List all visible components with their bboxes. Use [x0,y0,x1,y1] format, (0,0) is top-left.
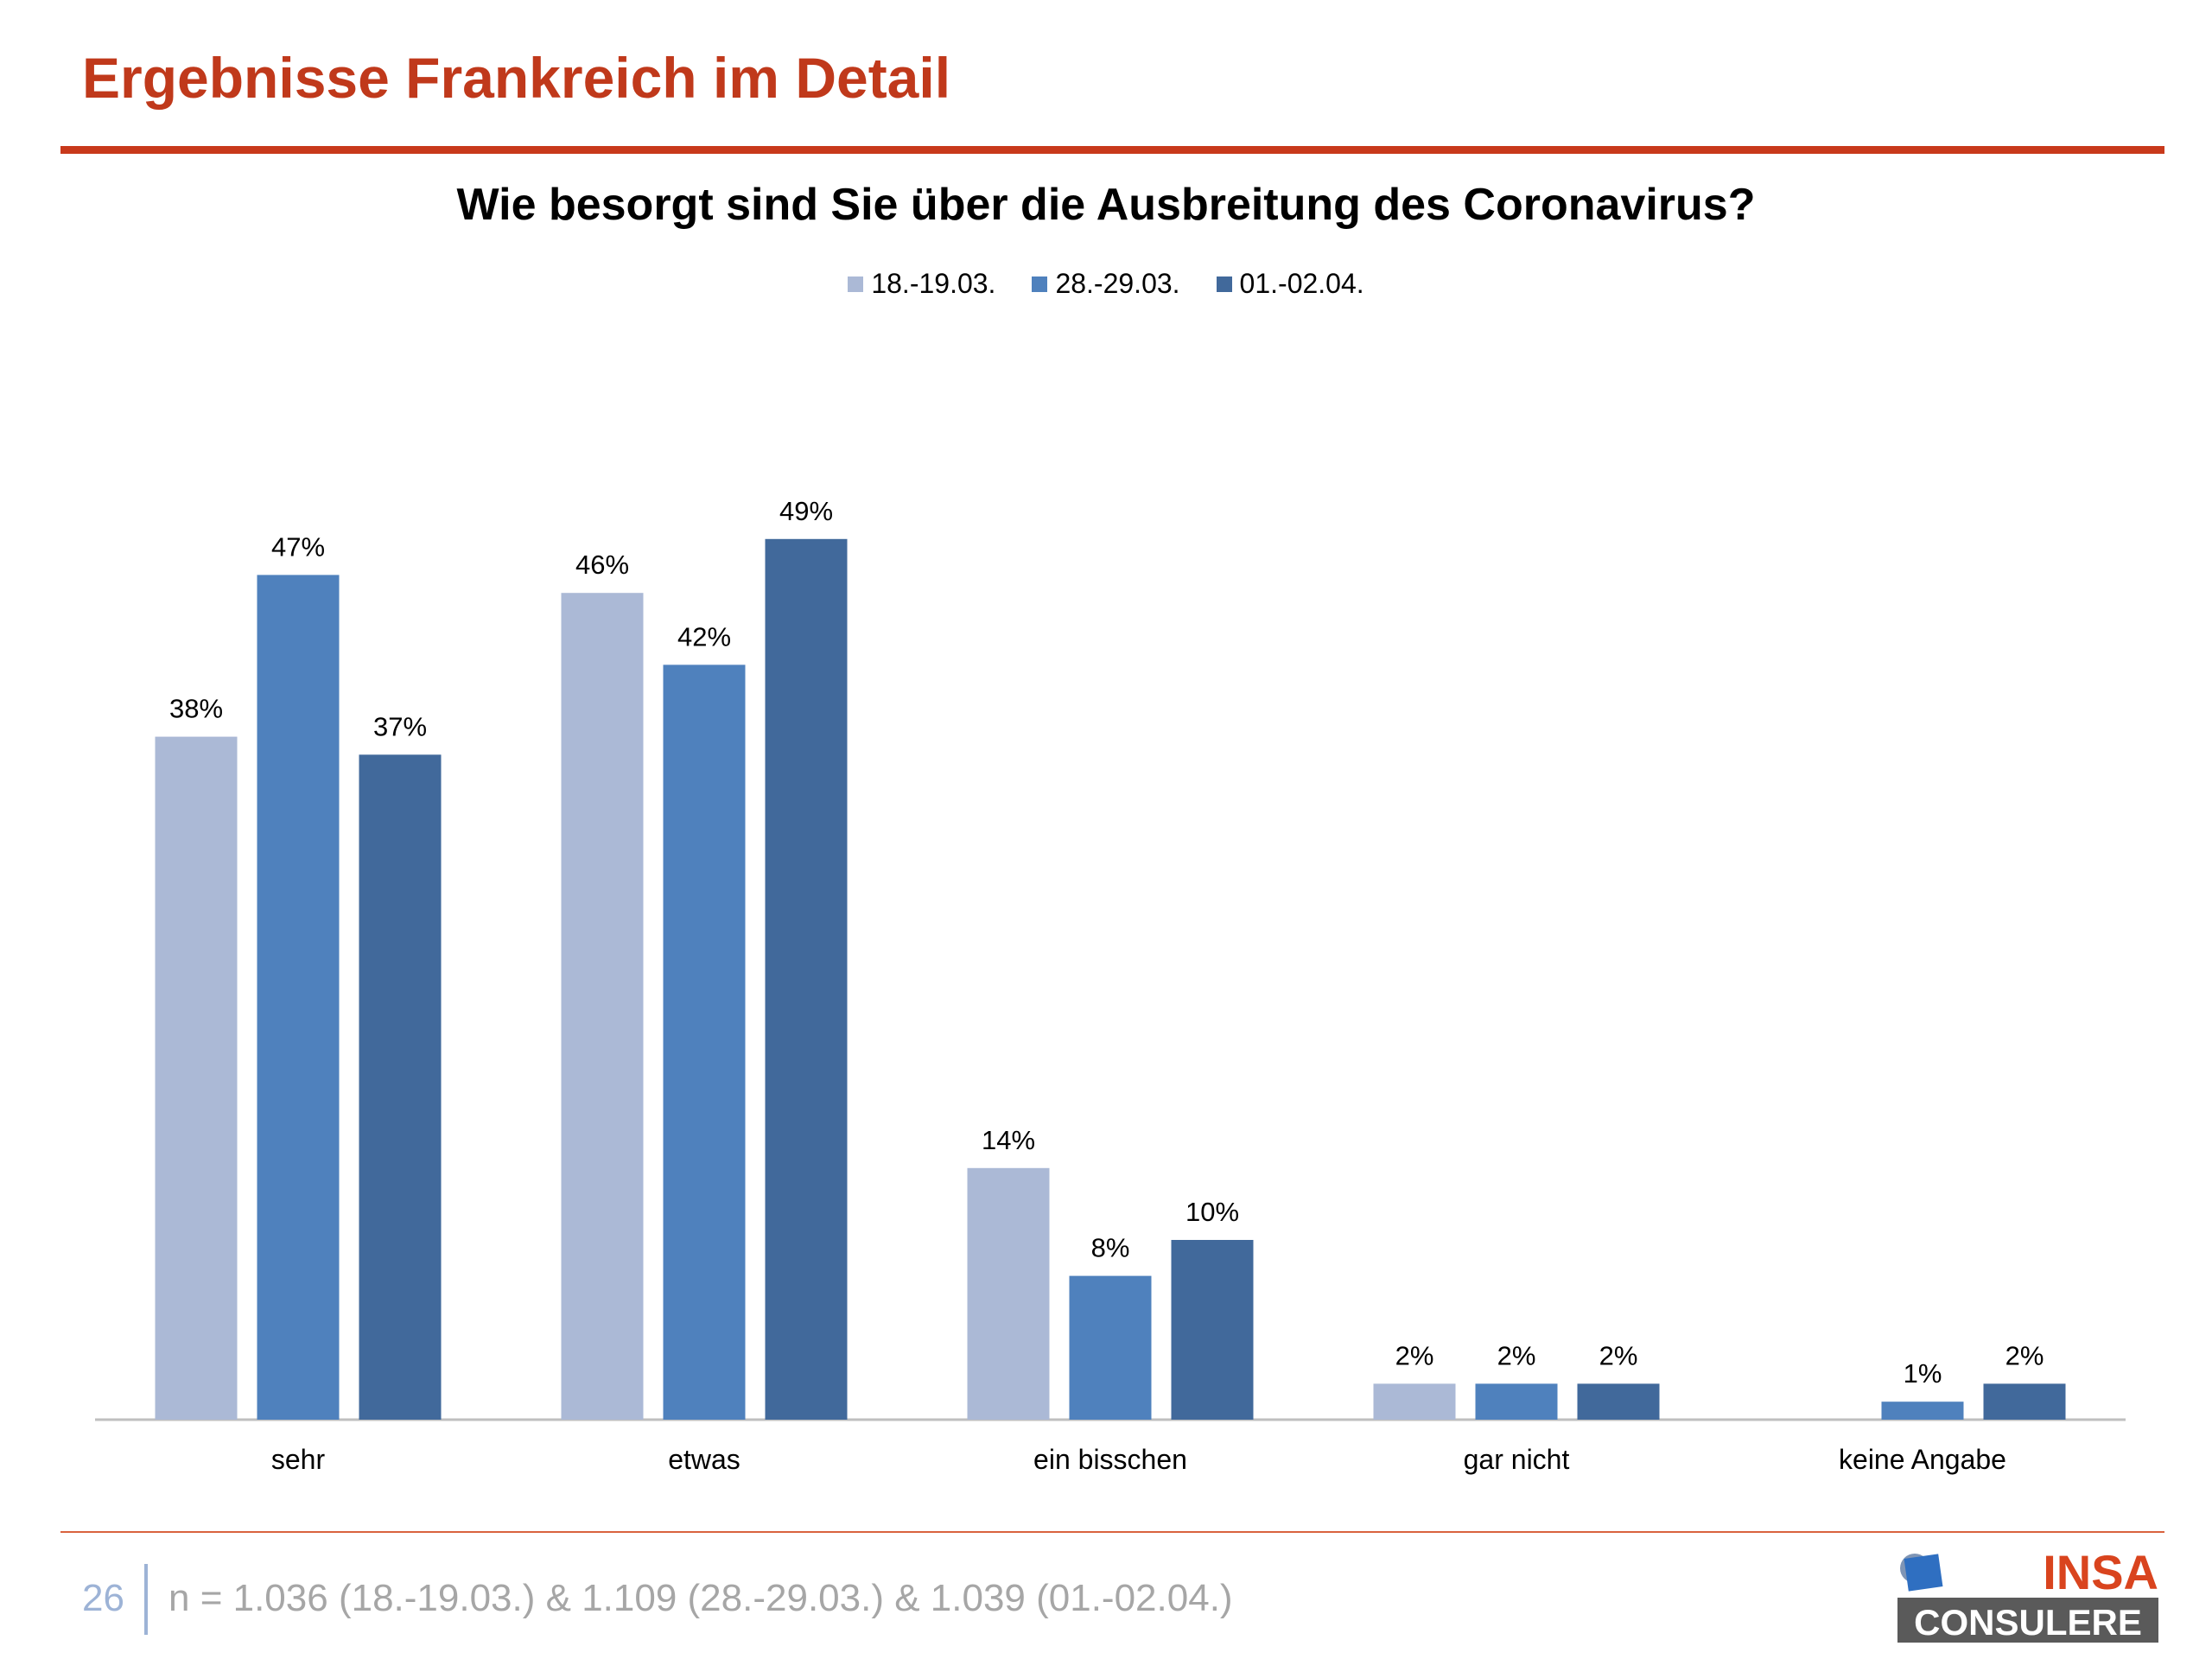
page-title: Ergebnisse Frankreich im Detail [82,46,951,110]
bar-sehr-series-3 [359,754,442,1420]
insa-consulere-logo: INSA CONSULERE [1897,1551,2158,1643]
data-label: 37% [373,711,427,741]
category-label: ein bisschen [1033,1444,1187,1475]
bar-sehr-series-1 [155,736,238,1420]
logo-banner [1897,1598,2158,1643]
bar-etwas-series-3 [765,538,848,1420]
category-label: etwas [668,1444,741,1475]
logo-subtitle: CONSULERE [1914,1602,2142,1643]
legend-item-series-1: 18.-19.03. [848,268,995,300]
data-label: 10% [1185,1197,1239,1227]
data-label: 49% [779,496,833,526]
bar-ein-bisschen-series-3 [1171,1240,1254,1420]
data-label: 14% [982,1125,1035,1155]
chart-title: Wie besorgt sind Sie über die Ausbreitun… [456,180,1756,230]
bar-gar-nicht-series-2 [1475,1383,1558,1420]
data-label: 1% [1904,1358,1942,1389]
bar-ein-bisschen-series-2 [1069,1275,1152,1420]
footer-divider-line [60,1531,2164,1533]
data-label: 2% [1395,1340,1434,1370]
bar-etwas-series-2 [663,664,746,1420]
bar-etwas-series-1 [561,593,644,1420]
sample-size-note: n = 1.036 (18.-19.03.) & 1.109 (28.-29.0… [168,1577,1233,1619]
footer-separator [144,1564,148,1635]
legend-label-series-2: 28.-29.03. [1055,268,1180,299]
legend-item-series-2: 28.-29.03. [1032,268,1180,300]
bar-sehr-series-2 [257,575,340,1420]
data-label: 42% [677,621,731,652]
bar-gar-nicht-series-3 [1577,1383,1660,1420]
logo-wordmark: INSA [2043,1551,2158,1599]
bar-chart: 38% 47% 37% sehr 46% 42% 49% etwas 14% 8% 10% ein b… [95,496,2126,1475]
legend-swatch-series-1 [848,276,864,292]
data-label: 46% [575,550,629,580]
bar-keine-Angabe-series-2 [1881,1402,1964,1420]
bar-ein-bisschen-series-1 [967,1167,1050,1420]
data-label: 2% [2005,1340,2044,1370]
legend-label-series-1: 18.-19.03. [871,268,996,299]
chart-legend: 18.-19.03. 28.-29.03. 01.-02.04. [0,268,2212,300]
bar-keine-Angabe-series-3 [1983,1383,2066,1420]
page-number: 26 [82,1577,124,1619]
category-label: keine Angabe [1839,1444,2006,1475]
data-label: 2% [1497,1340,1536,1370]
legend-item-series-3: 01.-02.04. [1216,268,1364,300]
data-label: 2% [1599,1340,1638,1370]
category-label: gar nicht [1464,1444,1570,1475]
data-label: 38% [169,694,223,724]
category-label: sehr [271,1444,326,1475]
bar-gar-nicht-series-1 [1373,1383,1456,1420]
data-label: 8% [1091,1233,1130,1263]
legend-label-series-3: 01.-02.04. [1239,268,1364,299]
legend-swatch-series-2 [1032,276,1048,292]
logo-square-icon [1904,1554,1943,1592]
data-label: 47% [271,531,325,562]
legend-swatch-series-3 [1216,276,1232,292]
header-divider [60,146,2164,154]
